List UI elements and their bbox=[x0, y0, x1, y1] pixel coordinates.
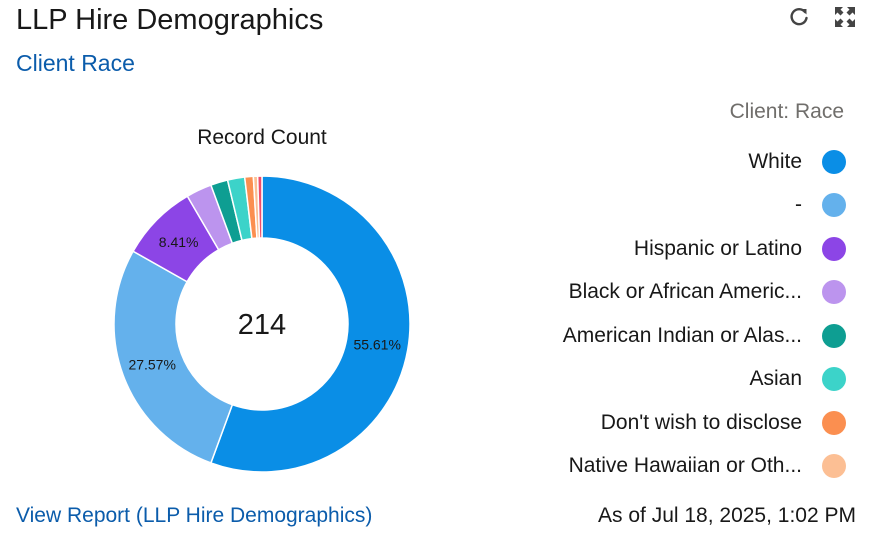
legend-swatch bbox=[822, 193, 846, 218]
expand-icon[interactable] bbox=[832, 4, 858, 30]
legend-swatch bbox=[822, 280, 846, 305]
legend-swatch bbox=[822, 323, 846, 348]
legend-swatch bbox=[822, 236, 846, 261]
page-title: LLP Hire Demographics bbox=[16, 4, 324, 36]
legend-label: Asian bbox=[749, 367, 802, 391]
legend-item[interactable]: Asian bbox=[563, 358, 846, 402]
legend-item[interactable]: Native Hawaiian or Oth... bbox=[563, 445, 846, 489]
legend-label: Native Hawaiian or Oth... bbox=[568, 454, 802, 478]
donut-center-total: 214 bbox=[238, 309, 286, 341]
legend-label: Don't wish to disclose bbox=[600, 410, 802, 434]
legend-item[interactable]: Hispanic or Latino bbox=[563, 227, 846, 271]
chart-subtitle-link[interactable]: Client Race bbox=[16, 50, 135, 76]
legend-label: White bbox=[748, 149, 802, 173]
legend-item[interactable]: Don't wish to disclose bbox=[563, 401, 846, 445]
legend-label: Black or African Americ... bbox=[568, 280, 802, 304]
legend-label: American Indian or Alas... bbox=[562, 323, 802, 347]
as-of-timestamp: As of Jul 18, 2025, 1:02 PM bbox=[598, 504, 856, 527]
slice-percent-label: 55.61% bbox=[353, 337, 400, 353]
donut-chart: Record Count 55.61% 27.57% 8.41% 214 bbox=[113, 126, 411, 473]
legend-swatch bbox=[822, 149, 846, 174]
refresh-icon[interactable] bbox=[786, 4, 812, 30]
donut-slice[interactable] bbox=[209, 175, 411, 473]
legend-item[interactable]: American Indian or Alas... bbox=[563, 314, 846, 358]
slice-percent-label: 8.41% bbox=[159, 234, 199, 250]
header-actions bbox=[786, 4, 858, 30]
legend-item[interactable]: White bbox=[563, 140, 846, 184]
donut-percent-labels: 55.61% 27.57% 8.41% bbox=[128, 234, 400, 372]
slice-percent-label: 27.57% bbox=[128, 356, 175, 372]
donut-slices bbox=[113, 175, 411, 473]
donut-slice[interactable] bbox=[256, 175, 263, 239]
donut-chart-area: Record Count 55.61% 27.57% 8.41% 214 bbox=[0, 80, 872, 490]
legend-label: - bbox=[795, 193, 802, 217]
legend-item[interactable]: - bbox=[563, 184, 846, 228]
legend-swatch bbox=[822, 367, 846, 392]
legend-item[interactable]: Black or African Americ... bbox=[563, 271, 846, 315]
legend-label: Hispanic or Latino bbox=[633, 236, 802, 260]
legend-swatch bbox=[822, 410, 846, 435]
view-report-link[interactable]: View Report (LLP Hire Demographics) bbox=[16, 504, 373, 527]
chart-title: Record Count bbox=[197, 126, 327, 149]
legend-title: Client: Race bbox=[729, 100, 844, 123]
chart-legend: White - Hispanic or Latino Black or African… bbox=[563, 140, 846, 488]
donut-slice[interactable] bbox=[113, 250, 234, 464]
legend-swatch bbox=[822, 454, 846, 479]
